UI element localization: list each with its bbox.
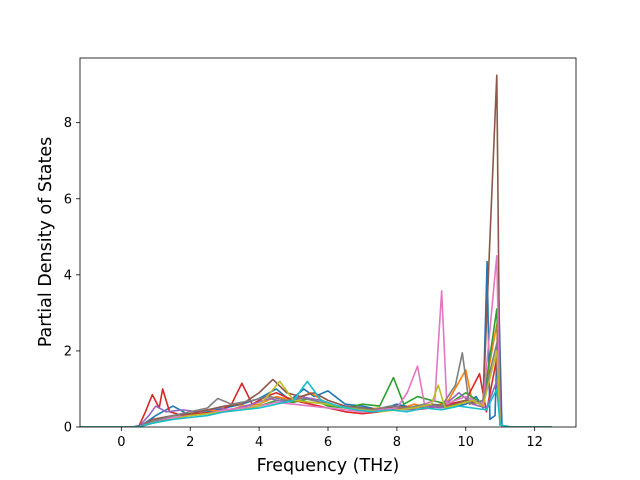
- y-tick-label: 2: [64, 344, 72, 359]
- x-axis-ticks: 0 2 4 6 8 10 12: [117, 427, 543, 450]
- x-axis-label: Frequency (THz): [257, 456, 400, 476]
- x-tick-label: 10: [458, 435, 475, 450]
- x-tick-label: 12: [526, 435, 543, 450]
- y-tick-label: 4: [64, 268, 72, 283]
- x-tick-label: 8: [393, 435, 401, 450]
- y-tick-label: 0: [64, 421, 72, 436]
- series-line-4: [80, 357, 552, 427]
- x-tick-label: 6: [324, 435, 332, 450]
- y-axis-label: Partial Density of States: [36, 137, 56, 348]
- series-line-10: [80, 380, 552, 427]
- x-tick-label: 2: [186, 435, 194, 450]
- series-layer: [80, 74, 552, 427]
- x-tick-label: 4: [255, 435, 263, 450]
- y-axis-ticks: 0 2 4 6 8: [64, 116, 80, 436]
- y-tick-label: 6: [64, 192, 72, 207]
- y-tick-label: 8: [64, 116, 72, 131]
- x-tick-label: 0: [117, 435, 125, 450]
